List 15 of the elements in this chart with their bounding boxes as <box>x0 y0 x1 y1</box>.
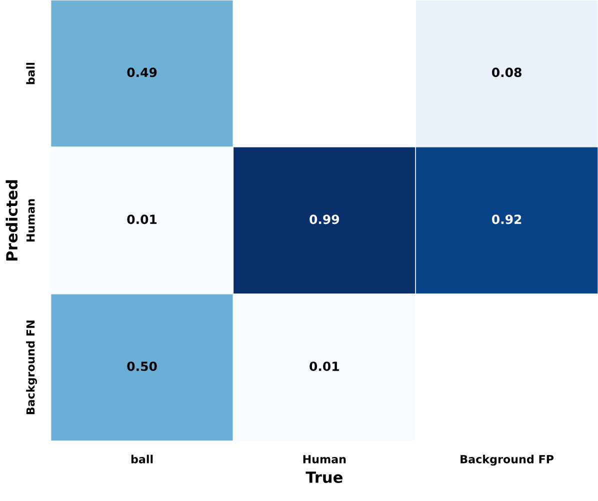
y-axis-title: Predicted <box>6 180 18 260</box>
x-tick-label: Human <box>303 455 346 464</box>
data-label: 0.50 <box>127 362 157 372</box>
data-label: 0.01 <box>310 362 339 372</box>
data-label: 0.49 <box>127 68 157 78</box>
data-label: 0.92 <box>492 214 522 224</box>
data-label: 0.01 <box>127 214 157 224</box>
y-tick-label: Human <box>26 199 35 242</box>
data-label: 0.99 <box>310 214 340 224</box>
x-tick-label: Background FP <box>460 454 554 466</box>
x-tick-label: ball <box>131 454 153 464</box>
y-tick-label: Background FN <box>26 320 37 414</box>
y-tick-label: ball <box>26 62 35 84</box>
x-axis-title: True <box>306 472 342 483</box>
data-label: 0.08 <box>492 68 522 78</box>
